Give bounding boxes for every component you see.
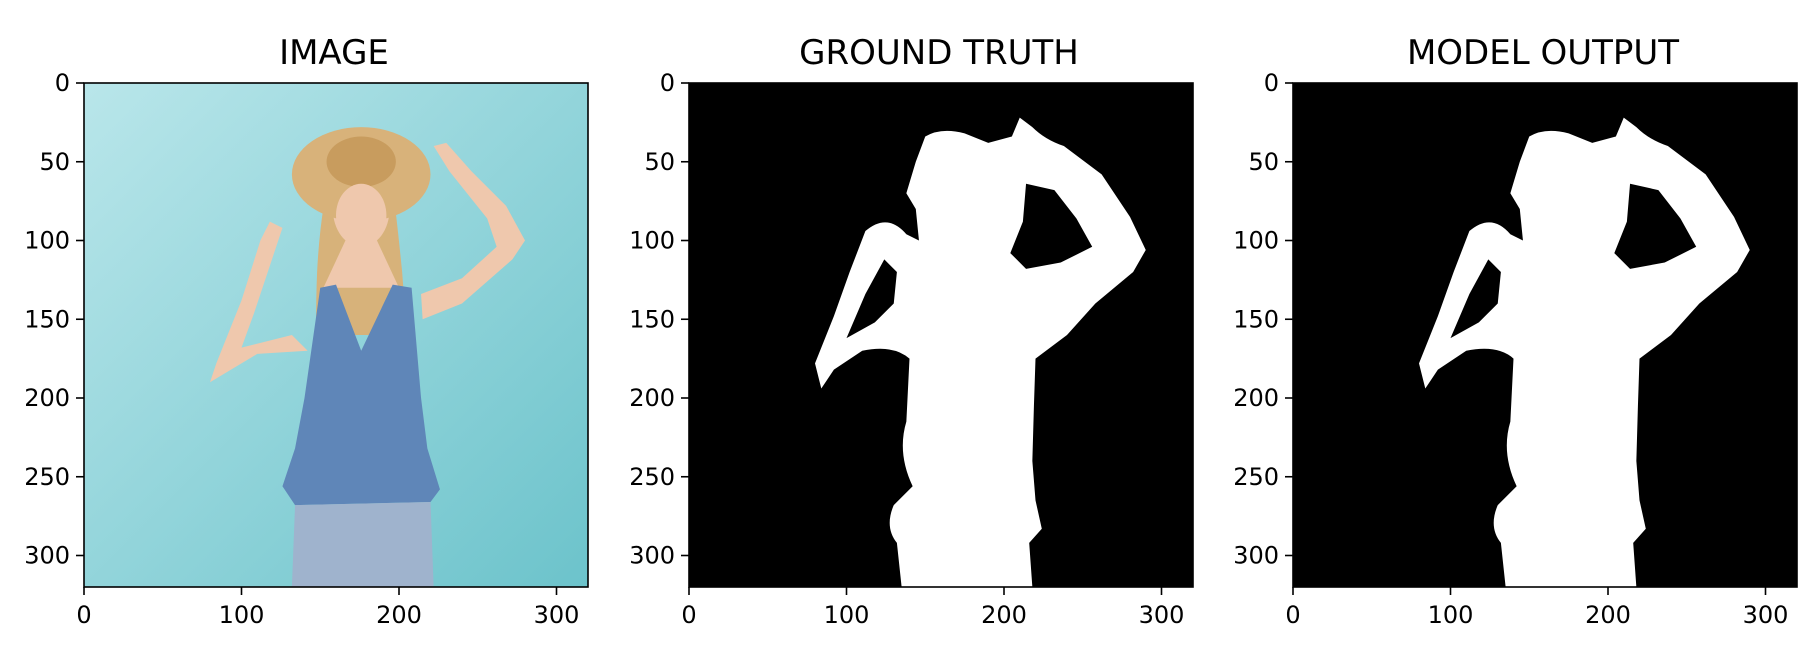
y-tick-label: 250	[24, 463, 70, 491]
x-tick-label: 100	[219, 601, 265, 629]
y-tick-label: 50	[644, 148, 675, 176]
x-tick-label: 200	[1585, 601, 1631, 629]
left-arm	[210, 221, 308, 383]
y-tick-label: 0	[55, 69, 70, 97]
face-front	[336, 183, 387, 247]
y-tick-label: 100	[1233, 227, 1279, 255]
x-tick-label: 100	[824, 601, 870, 629]
y-tick-label: 300	[629, 542, 675, 570]
y-tick-label: 300	[1233, 542, 1279, 570]
panel-title: IMAGE	[279, 33, 389, 73]
x-tick-label: 0	[681, 601, 696, 629]
hat-crown	[326, 136, 396, 187]
x-axis: 0 100 200 300	[76, 587, 579, 629]
axes-frame	[1292, 82, 1798, 588]
y-tick-label: 150	[24, 305, 70, 333]
panel-image: IMAGE 0 100 200 300 0 50 100 150 200 250 300	[24, 33, 589, 629]
mask-noise	[947, 262, 951, 266]
y-tick-label: 50	[39, 148, 70, 176]
panel-title: MODEL OUTPUT	[1407, 33, 1679, 73]
dress	[282, 284, 440, 506]
chest	[323, 240, 399, 288]
photo	[84, 83, 588, 587]
y-axis: 0 50 100 150 200 250 300	[629, 69, 689, 570]
x-tick-label: 0	[76, 601, 91, 629]
mask-image	[1293, 83, 1797, 588]
y-axis: 0 50 100 150 200 250 300	[24, 69, 84, 570]
y-tick-label: 50	[1248, 148, 1279, 176]
x-tick-label: 200	[376, 601, 422, 629]
y-tick-label: 250	[1233, 463, 1279, 491]
x-tick-label: 200	[981, 601, 1027, 629]
y-tick-label: 100	[24, 227, 70, 255]
y-tick-label: 150	[1233, 305, 1279, 333]
axes-frame	[83, 82, 589, 588]
x-tick-label: 100	[1428, 601, 1474, 629]
x-tick-label: 300	[1743, 601, 1789, 629]
y-tick-label: 200	[1233, 384, 1279, 412]
x-axis: 0 100 200 300	[681, 587, 1184, 629]
y-tick-label: 100	[629, 227, 675, 255]
y-tick-label: 250	[629, 463, 675, 491]
y-tick-label: 300	[24, 542, 70, 570]
axes-frame	[688, 82, 1194, 588]
y-tick-label: 0	[660, 69, 675, 97]
y-tick-label: 200	[629, 384, 675, 412]
mask-image	[689, 83, 1193, 588]
x-axis: 0 100 200 300	[1285, 587, 1788, 629]
y-tick-label: 0	[1264, 69, 1279, 97]
y-tick-label: 150	[629, 305, 675, 333]
mask-noise	[939, 533, 943, 537]
x-tick-label: 0	[1285, 601, 1300, 629]
x-tick-label: 300	[534, 601, 580, 629]
right-arm	[421, 142, 525, 320]
panel-ground-truth: GROUND TRUTH 0 100 200 300 0 50 100 150 200 250 3…	[629, 33, 1194, 629]
y-tick-label: 200	[24, 384, 70, 412]
panel-title: GROUND TRUTH	[799, 33, 1079, 73]
panel-model-output: MODEL OUTPUT 0 100 200 300 0 50 100 150 200 250 3…	[1233, 33, 1798, 629]
y-axis: 0 50 100 150 200 250 300	[1233, 69, 1293, 570]
jeans	[291, 501, 434, 587]
x-tick-label: 300	[1139, 601, 1185, 629]
